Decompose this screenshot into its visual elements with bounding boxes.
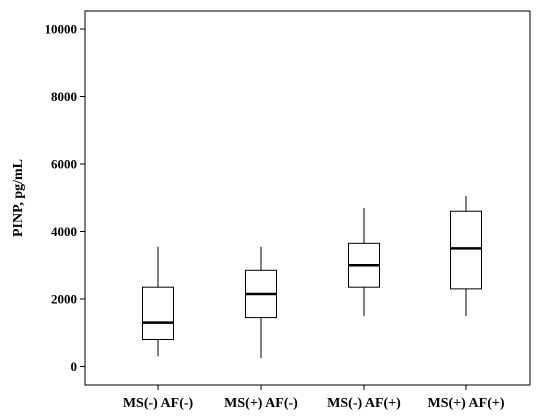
y-tick-label: 10000 (45, 22, 78, 37)
x-tick-label: MS(-) AF(-) (123, 396, 194, 411)
x-tick-label: MS(+) AF(-) (224, 396, 298, 411)
x-tick-label: MS(-) AF(+) (327, 396, 401, 411)
x-tick-label: MS(+) AF(+) (428, 396, 505, 411)
box (450, 210, 482, 290)
box-group (348, 207, 380, 316)
x-axis: MS(-) AF(-) MS(+) AF(-) MS(-) AF(+) MS(+) A… (123, 385, 505, 411)
box-group (142, 246, 174, 357)
y-tick-label: 4000 (51, 224, 77, 239)
y-tick-label: 0 (71, 359, 78, 374)
y-axis: 0 2000 4000 6000 8000 10000 (45, 22, 85, 374)
y-tick-label: 6000 (51, 157, 77, 172)
plot-frame (84, 10, 531, 386)
y-tick-label: 2000 (51, 292, 77, 307)
box-group (245, 246, 277, 359)
box (142, 286, 174, 340)
box-group (450, 196, 482, 316)
y-axis-title: PINP, pg/mL (11, 159, 26, 237)
boxes (142, 196, 482, 359)
y-tick-label: 8000 (51, 89, 77, 104)
